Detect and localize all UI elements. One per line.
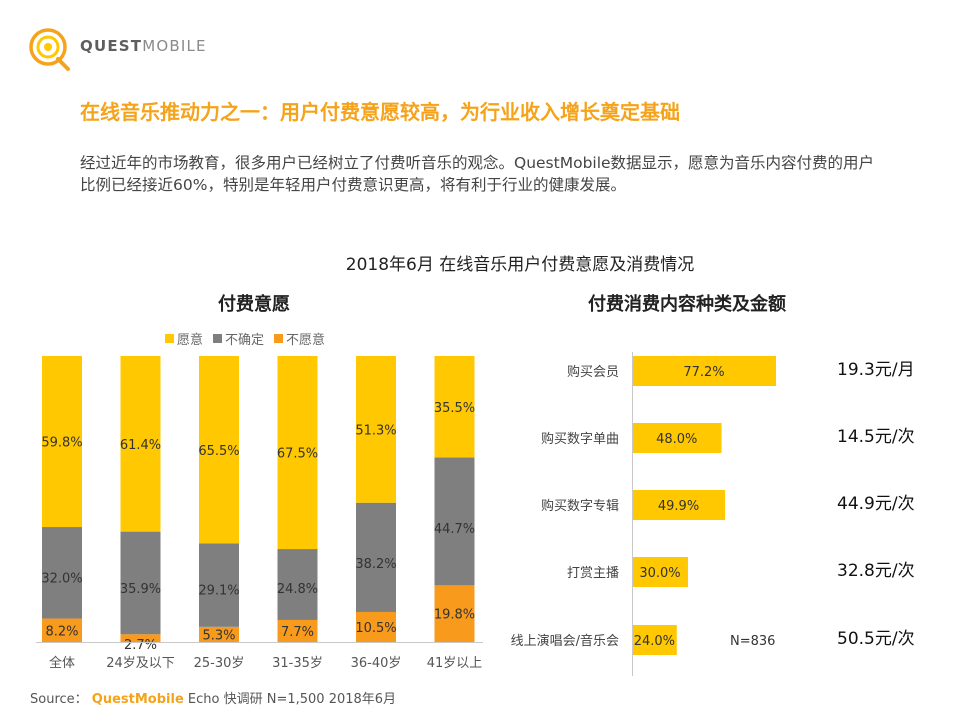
hbar-category-label-2: 购买数字专辑	[541, 498, 619, 514]
x-tick-label-0: 全体	[49, 655, 75, 671]
source-brand: QuestMobile	[91, 692, 184, 707]
source-text: Echo 快调研 N=1,500 2018年6月	[187, 692, 397, 707]
label-willing-0: 59.8%	[41, 436, 82, 451]
bar-unsure-5	[434, 457, 475, 586]
hbar-0	[632, 356, 776, 386]
x-tick-label-3: 31-35岁	[272, 656, 323, 671]
bar-unsure-1	[120, 531, 161, 635]
bar-willing-2	[199, 356, 239, 544]
hbar-value-label-0: 77.2%	[683, 365, 724, 380]
legend-swatch-unwilling	[274, 334, 284, 343]
bar-unsure-4	[356, 502, 396, 612]
willingness-chart-title: 付费意愿	[218, 294, 290, 315]
bar-unsure-0	[42, 527, 82, 619]
amount-label-1: 14.5元/次	[837, 427, 915, 447]
label-unsure-5: 44.7%	[434, 522, 475, 537]
label-unwilling-5: 19.8%	[434, 608, 475, 623]
hbar-category-label-4: 线上演唱会/音乐会	[511, 633, 619, 649]
hbar-value-label-1: 48.0%	[656, 432, 697, 447]
label-willing-3: 67.5%	[277, 447, 318, 462]
amount-label-0: 19.3元/月	[837, 360, 915, 380]
x-tick-label-1: 24岁及以下	[106, 656, 175, 671]
amount-label-2: 44.9元/次	[837, 494, 915, 514]
bar-willing-4	[356, 356, 396, 503]
hbar-category-label-1: 购买数字单曲	[541, 431, 619, 447]
label-willing-4: 51.3%	[355, 423, 396, 438]
legend-item-unwilling: 不愿意	[274, 329, 325, 348]
amount-label-3: 32.8元/次	[837, 561, 915, 581]
bar-unwilling-4	[356, 611, 396, 642]
brand-name-bold: QUEST	[80, 37, 143, 55]
label-unwilling-4: 10.5%	[355, 621, 396, 636]
bar-unwilling-1	[120, 634, 161, 642]
bar-willing-3	[277, 356, 318, 550]
label-unwilling-1: 2.7%	[124, 638, 157, 653]
x-tick-label-2: 25-30岁	[194, 656, 245, 671]
amount-label-4: 50.5元/次	[837, 629, 915, 649]
legend-swatch-unsure	[213, 334, 223, 343]
hbar-2	[632, 490, 726, 520]
legend-label-unsure: 不确定	[225, 333, 265, 348]
bar-willing-0	[42, 356, 82, 528]
label-unsure-3: 24.8%	[277, 582, 318, 597]
brand-name: QUESTMOBILE	[80, 37, 207, 55]
label-unsure-1: 35.9%	[120, 582, 161, 597]
hbar-value-label-2: 49.9%	[658, 499, 699, 514]
questmobile-logo-icon	[29, 28, 70, 71]
label-unsure-0: 32.0%	[41, 571, 82, 586]
summary-text: 经过近年的市场教育，很多用户已经树立了付费听音乐的观念。QuestMobile数…	[80, 154, 875, 194]
hbar-4	[632, 625, 677, 655]
bar-unwilling-5	[434, 585, 475, 642]
hbar-3	[632, 557, 688, 587]
hbar-value-label-4: 24.0%	[634, 634, 675, 649]
chart-legend: 愿意 不确定 不愿意	[165, 329, 325, 348]
label-unsure-2: 29.1%	[198, 583, 239, 598]
legend-swatch-willing	[165, 334, 174, 343]
bar-unwilling-3	[277, 619, 318, 642]
sample-size-note: N=836	[730, 634, 775, 649]
bar-willing-5	[434, 356, 475, 458]
hbar-value-label-3: 30.0%	[639, 566, 680, 581]
label-willing-5: 35.5%	[434, 401, 475, 416]
source-line: Source： QuestMobile Echo 快调研 N=1,500 201…	[30, 688, 396, 707]
hbar-category-label-3: 打赏主播	[567, 566, 619, 581]
label-unwilling-0: 8.2%	[45, 624, 78, 639]
legend-item-willing: 愿意	[165, 329, 203, 348]
hbar-category-label-0: 购买会员	[567, 364, 619, 380]
bar-willing-1	[120, 356, 161, 532]
label-willing-1: 61.4%	[120, 438, 161, 453]
headline: 在线音乐推动力之一：用户付费意愿较高，为行业收入增长奠定基础	[80, 100, 680, 124]
label-unwilling-2: 5.3%	[202, 628, 235, 643]
bar-unwilling-0	[42, 618, 82, 642]
bar-unwilling-2	[199, 626, 239, 642]
label-unsure-4: 38.2%	[355, 557, 396, 572]
bar-unsure-2	[199, 543, 239, 627]
hbar-1	[632, 423, 722, 453]
legend-label-unwilling: 不愿意	[286, 333, 326, 348]
x-tick-label-5: 41岁以上	[427, 656, 483, 671]
legend-item-unsure: 不确定	[213, 329, 264, 348]
main-chart-title: 2018年6月 在线音乐用户付费意愿及消费情况	[345, 255, 695, 275]
label-willing-2: 65.5%	[198, 444, 239, 459]
label-unwilling-3: 7.7%	[281, 625, 314, 640]
x-tick-label-4: 36-40岁	[351, 656, 402, 671]
brand-name-light: MOBILE	[142, 37, 207, 55]
bar-unsure-3	[277, 549, 318, 620]
spending-chart-title: 付费消费内容种类及金额	[588, 294, 786, 315]
legend-label-willing: 愿意	[177, 333, 204, 348]
source-label: Source：	[30, 692, 88, 707]
